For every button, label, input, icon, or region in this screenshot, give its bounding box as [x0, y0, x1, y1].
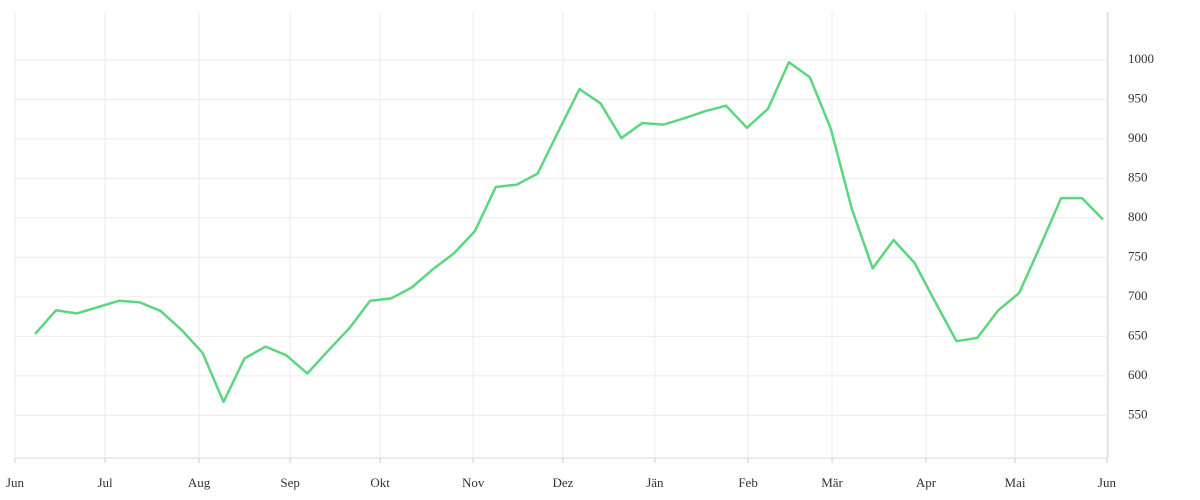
y-tick-label: 1000: [1128, 51, 1154, 66]
y-tick-label: 850: [1128, 169, 1148, 184]
y-tick-label: 600: [1128, 367, 1148, 382]
x-tick-label: Mär: [821, 475, 843, 490]
x-tick-label: Jän: [646, 475, 664, 490]
y-tick-label: 800: [1128, 209, 1148, 224]
x-tick-label: Jun: [6, 475, 25, 490]
x-tick-label: Jul: [97, 475, 113, 490]
x-tick-label: Apr: [916, 475, 937, 490]
x-tick-label: Okt: [370, 475, 390, 490]
x-tick-label: Feb: [738, 475, 758, 490]
x-tick-label: Aug: [188, 475, 211, 490]
x-tick-label: Mai: [1005, 475, 1026, 490]
y-tick-label: 900: [1128, 130, 1148, 145]
x-tick-label: Sep: [280, 475, 300, 490]
x-tick-label: Nov: [462, 475, 485, 490]
data-line: [34, 60, 1104, 404]
y-tick-label: 750: [1128, 248, 1148, 263]
y-tick-label: 650: [1128, 327, 1148, 342]
y-tick-label: 700: [1128, 288, 1148, 303]
x-tick-label: Jun: [1098, 475, 1117, 490]
x-tick-label: Dez: [552, 475, 573, 490]
y-tick-label: 950: [1128, 90, 1148, 105]
y-tick-label: 550: [1128, 406, 1148, 421]
